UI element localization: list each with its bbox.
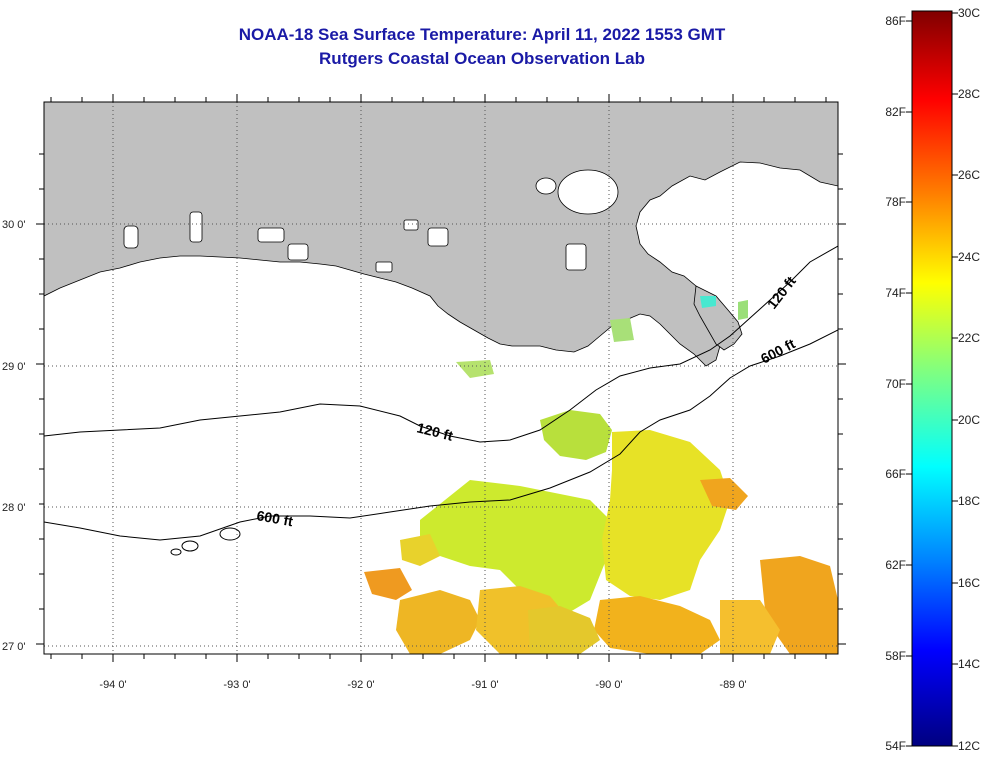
cb-c-18: 18C [958, 494, 980, 508]
contour-label-600-west: 600 ft [255, 507, 294, 529]
cb-f-70: 70F [885, 377, 906, 391]
cb-c-24: 24C [958, 250, 980, 264]
colorbar-ticks [906, 12, 958, 747]
cb-f-54: 54F [885, 739, 906, 753]
title-line-2: Rutgers Coastal Ocean Observation Lab [319, 49, 645, 68]
colorbar [911, 10, 953, 747]
cb-f-78: 78F [885, 195, 906, 209]
lat-label-30: 30 0' [2, 219, 26, 231]
cb-c-16: 16C [958, 576, 980, 590]
lat-label-28: 28 0' [2, 502, 26, 514]
inland-lake-2 [427, 227, 449, 247]
lat-label-27: 27 0' [2, 641, 26, 653]
inland-lake-3 [375, 261, 393, 273]
grand-lake [257, 227, 285, 243]
cb-f-66: 66F [885, 467, 906, 481]
cb-c-20: 20C [958, 413, 980, 427]
cb-c-22: 22C [958, 331, 980, 345]
cb-c-30: 30C [958, 6, 980, 20]
contour-600ft [44, 329, 838, 541]
contour-120ft [44, 245, 838, 443]
calcasieu-lake [189, 211, 203, 243]
title-line-1: NOAA-18 Sea Surface Temperature: April 1… [238, 25, 726, 44]
lon-label-92: -92 0' [347, 679, 374, 691]
sabine-lake [123, 225, 139, 249]
lake-salvador [565, 243, 587, 271]
contour-island-2 [181, 540, 199, 552]
map-frame-border [43, 101, 839, 655]
cb-f-58: 58F [885, 649, 906, 663]
cb-f-82: 82F [885, 105, 906, 119]
cb-c-28: 28C [958, 87, 980, 101]
lon-label-90: -90 0' [595, 679, 622, 691]
lon-label-89: -89 0' [719, 679, 746, 691]
cb-f-86: 86F [885, 14, 906, 28]
lon-label-93: -93 0' [223, 679, 250, 691]
cb-c-26: 26C [958, 168, 980, 182]
cb-c-12: 12C [958, 739, 980, 753]
contour-island-1 [219, 527, 241, 541]
white-lake [287, 243, 309, 261]
lon-label-94: -94 0' [99, 679, 126, 691]
cb-f-62: 62F [885, 558, 906, 572]
contour-island-3 [170, 548, 182, 556]
lat-label-29: 29 0' [2, 361, 26, 373]
cb-f-74: 74F [885, 286, 906, 300]
graticule [44, 102, 838, 654]
axis-ticks [36, 94, 846, 662]
inland-lake-1 [403, 219, 419, 231]
lon-label-91: -91 0' [471, 679, 498, 691]
cb-c-14: 14C [958, 657, 980, 671]
sst-data-patches [364, 296, 838, 654]
lake-maurepas [535, 177, 557, 195]
lake-pontchartrain [557, 169, 619, 215]
